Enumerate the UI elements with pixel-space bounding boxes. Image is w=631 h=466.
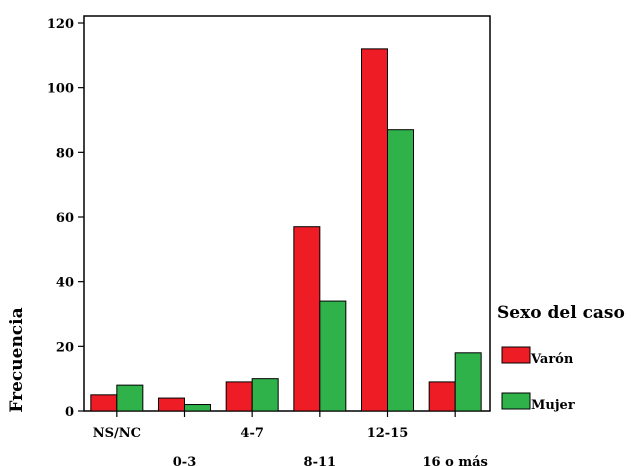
- y-tick-label: 80: [56, 146, 74, 161]
- legend-title: Sexo del caso: [497, 303, 625, 323]
- y-tick-label: 100: [47, 82, 74, 97]
- x-tick-label: 8-11: [304, 455, 337, 466]
- bar-mujer-3: [319, 300, 347, 412]
- bar-varon-5: [428, 381, 456, 412]
- y-axis-title: Frecuencia: [7, 307, 27, 412]
- x-tick-label: 16 o más: [423, 455, 488, 466]
- y-tick-label: 20: [56, 340, 74, 355]
- bar-varon-3: [293, 226, 321, 412]
- y-tick-label: 40: [56, 276, 74, 291]
- bar-mujer-0: [116, 384, 144, 412]
- bar-mujer-4: [387, 129, 414, 412]
- y-axis-ticks: 0 20 40 60 80 100 120: [47, 17, 84, 420]
- legend-label-mujer: Mujer: [531, 398, 575, 413]
- legend-swatch-varon: [501, 346, 531, 364]
- x-tick-label: NS/NC: [93, 426, 141, 441]
- x-axis-ticks: NS/NC 0-3 4-7 8-11 12-15 16 o más: [93, 411, 488, 466]
- bar-mujer-2: [251, 378, 279, 412]
- x-tick-label: 4-7: [240, 426, 264, 441]
- bars: [90, 48, 482, 412]
- y-tick-label: 60: [56, 211, 74, 226]
- bar-varon-1: [158, 397, 185, 412]
- x-tick-label: 12-15: [367, 426, 409, 441]
- bar-varon-0: [90, 394, 118, 412]
- bar-mujer-1: [184, 404, 211, 412]
- plot-frame: [83, 15, 491, 412]
- bar-varon-4: [361, 48, 388, 412]
- legend-label-varon: Varón: [530, 352, 574, 367]
- x-tick-label: 0-3: [173, 455, 197, 466]
- legend-swatch-mujer: [501, 392, 531, 410]
- bar-mujer-5: [454, 352, 482, 412]
- legend: Varón Mujer: [501, 346, 575, 413]
- bar-varon-2: [225, 381, 253, 412]
- y-tick-label: 0: [65, 405, 74, 420]
- y-tick-label: 120: [47, 17, 74, 32]
